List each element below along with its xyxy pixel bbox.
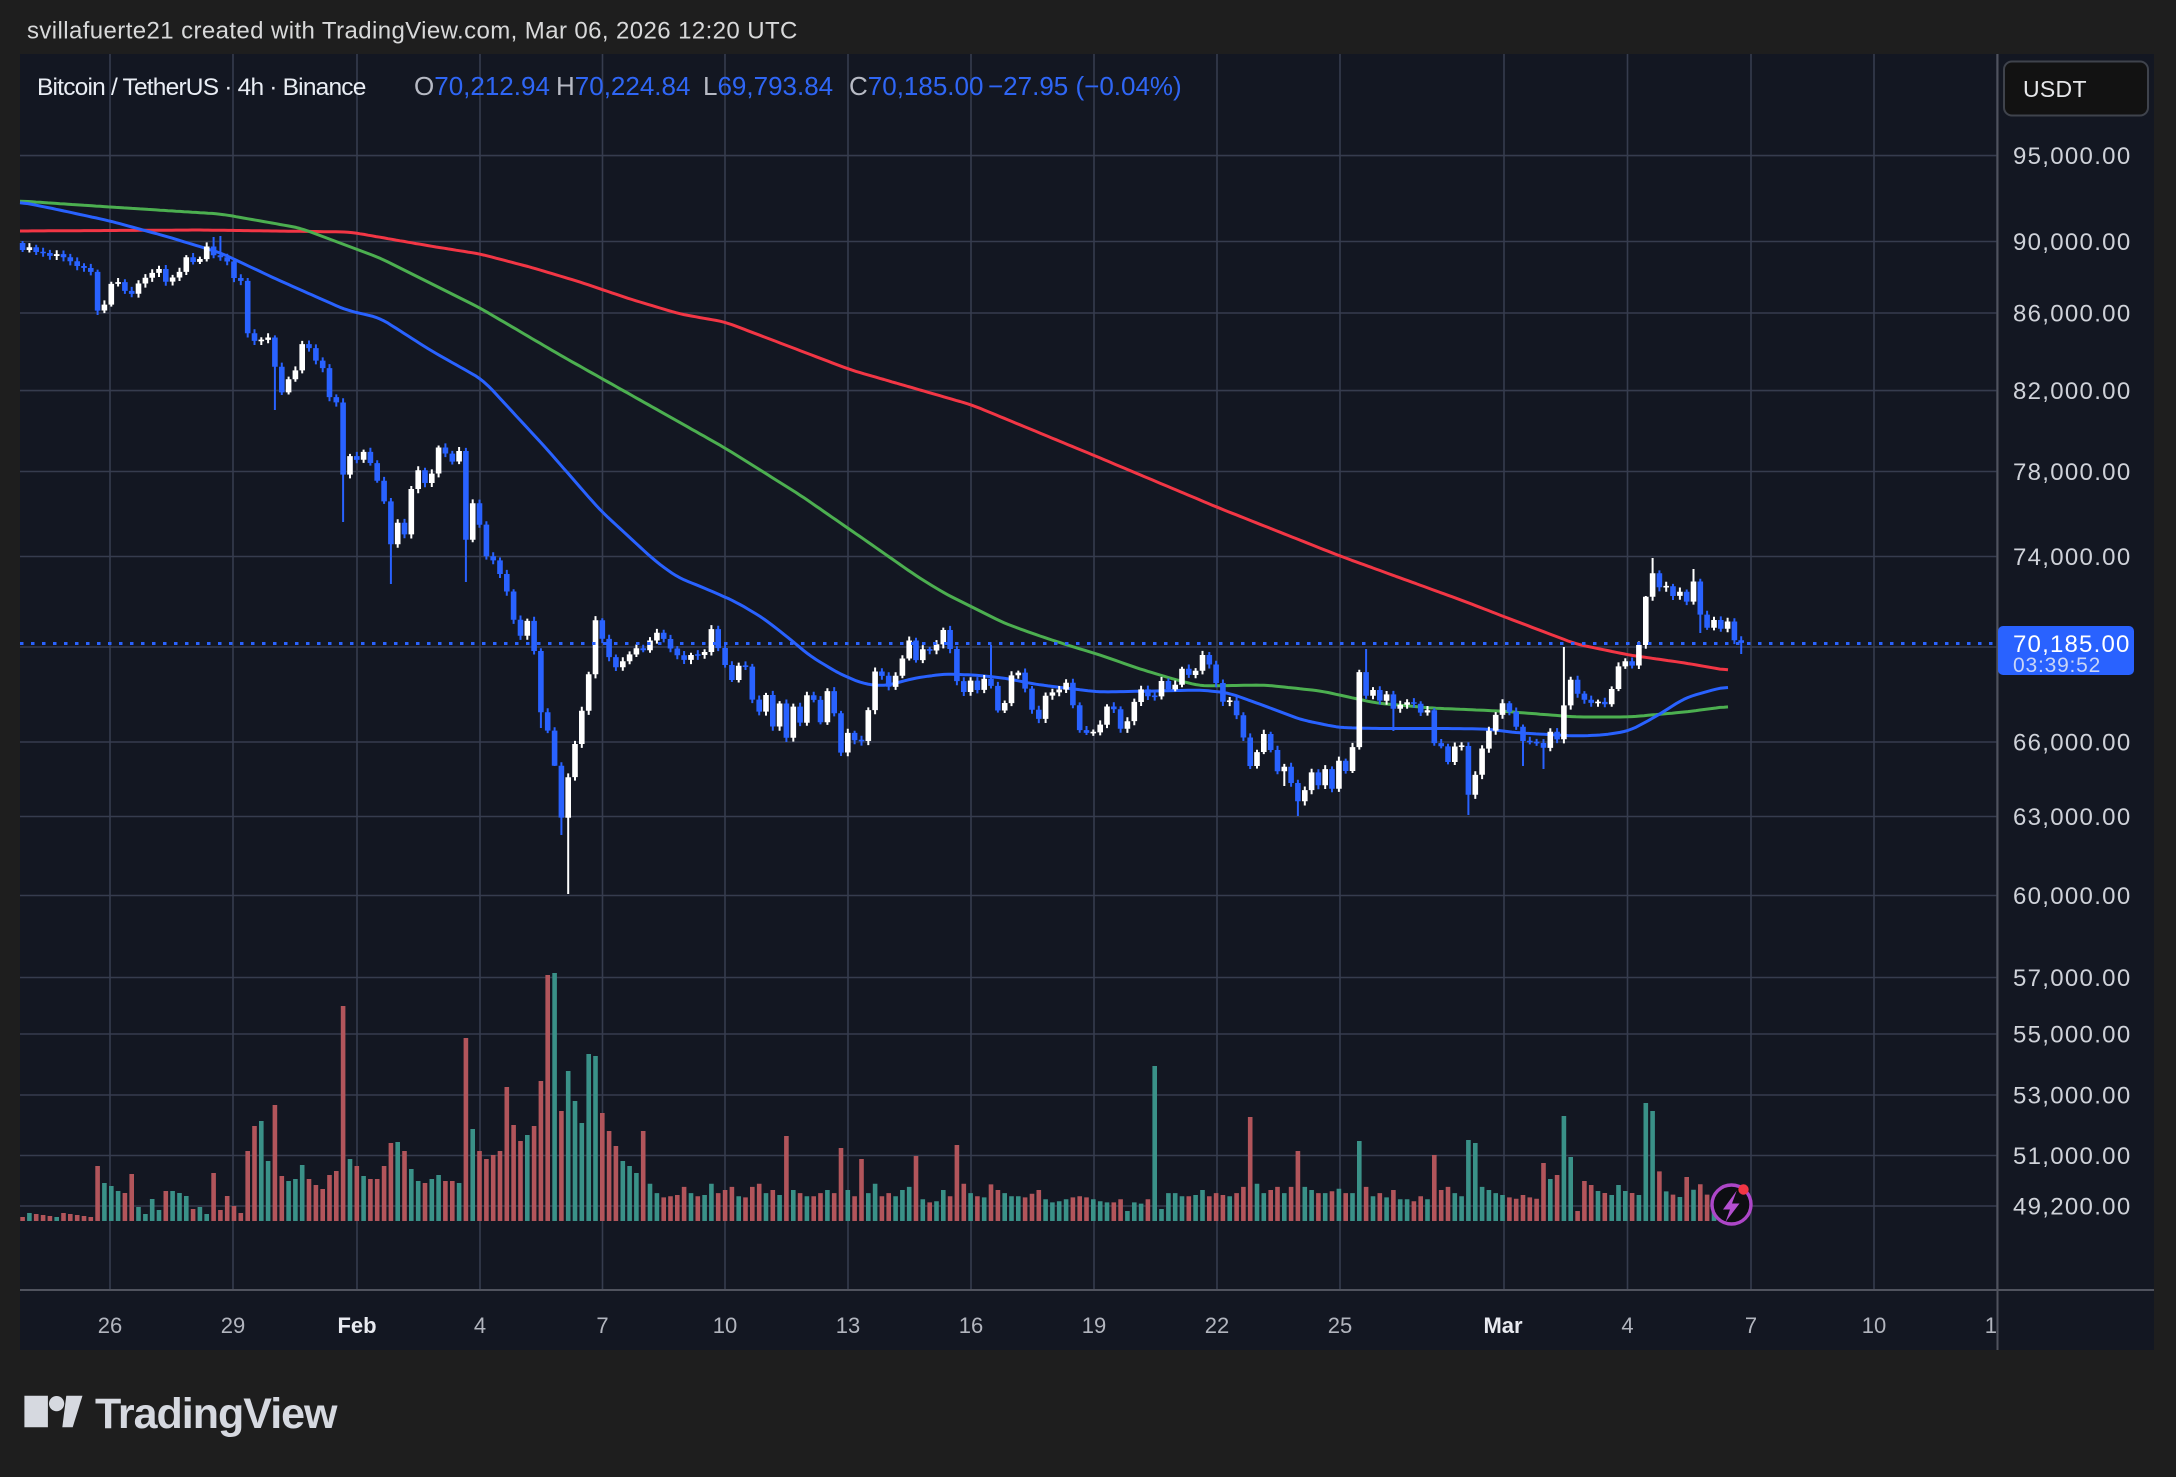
svg-text:29: 29 xyxy=(221,1313,245,1338)
svg-text:4: 4 xyxy=(1621,1313,1633,1338)
svg-text:7: 7 xyxy=(596,1313,608,1338)
svg-text:26: 26 xyxy=(98,1313,122,1338)
svg-text:95,000.00: 95,000.00 xyxy=(2013,143,2131,170)
svg-text:13: 13 xyxy=(836,1313,860,1338)
svg-text:22: 22 xyxy=(1205,1313,1229,1338)
svg-text:90,000.00: 90,000.00 xyxy=(2013,229,2131,256)
svg-text:L69,793.84: L69,793.84 xyxy=(703,71,833,101)
svg-text:60,000.00: 60,000.00 xyxy=(2013,883,2131,910)
svg-text:51,000.00: 51,000.00 xyxy=(2013,1143,2131,1170)
svg-text:25: 25 xyxy=(1328,1313,1352,1338)
svg-text:Feb: Feb xyxy=(337,1313,376,1338)
svg-text:10: 10 xyxy=(713,1313,737,1338)
svg-text:03:39:52: 03:39:52 xyxy=(2013,654,2101,677)
svg-text:74,000.00: 74,000.00 xyxy=(2013,544,2131,571)
svg-text:13: 13 xyxy=(1985,1313,2009,1338)
svg-text:49,200.00: 49,200.00 xyxy=(2013,1194,2131,1221)
svg-text:55,000.00: 55,000.00 xyxy=(2013,1022,2131,1049)
svg-text:USDT: USDT xyxy=(2023,76,2087,102)
svg-text:82,000.00: 82,000.00 xyxy=(2013,378,2131,405)
svg-text:O70,212.94: O70,212.94 xyxy=(414,71,550,101)
svg-text:16: 16 xyxy=(959,1313,983,1338)
svg-text:78,000.00: 78,000.00 xyxy=(2013,459,2131,486)
svg-text:svillafuerte21 created with Tr: svillafuerte21 created with TradingView.… xyxy=(27,18,798,45)
svg-text:63,000.00: 63,000.00 xyxy=(2013,804,2131,831)
svg-text:4: 4 xyxy=(474,1313,486,1338)
svg-text:66,000.00: 66,000.00 xyxy=(2013,730,2131,757)
svg-text:C70,185.00: C70,185.00 xyxy=(849,71,983,101)
svg-text:86,000.00: 86,000.00 xyxy=(2013,301,2131,328)
svg-text:Bitcoin / TetherUS · 4h · Bina: Bitcoin / TetherUS · 4h · Binance xyxy=(37,74,366,101)
svg-text:57,000.00: 57,000.00 xyxy=(2013,965,2131,992)
svg-text:53,000.00: 53,000.00 xyxy=(2013,1083,2131,1110)
svg-text:−27.95 (−0.04%): −27.95 (−0.04%) xyxy=(988,71,1182,101)
svg-text:H70,224.84: H70,224.84 xyxy=(556,71,690,101)
svg-text:7: 7 xyxy=(1745,1313,1757,1338)
svg-text:Mar: Mar xyxy=(1483,1313,1523,1338)
svg-text:19: 19 xyxy=(1082,1313,1106,1338)
svg-text:70,185.00: 70,185.00 xyxy=(2013,631,2131,658)
svg-text:TradingView: TradingView xyxy=(95,1390,338,1438)
svg-text:10: 10 xyxy=(1862,1313,1886,1338)
